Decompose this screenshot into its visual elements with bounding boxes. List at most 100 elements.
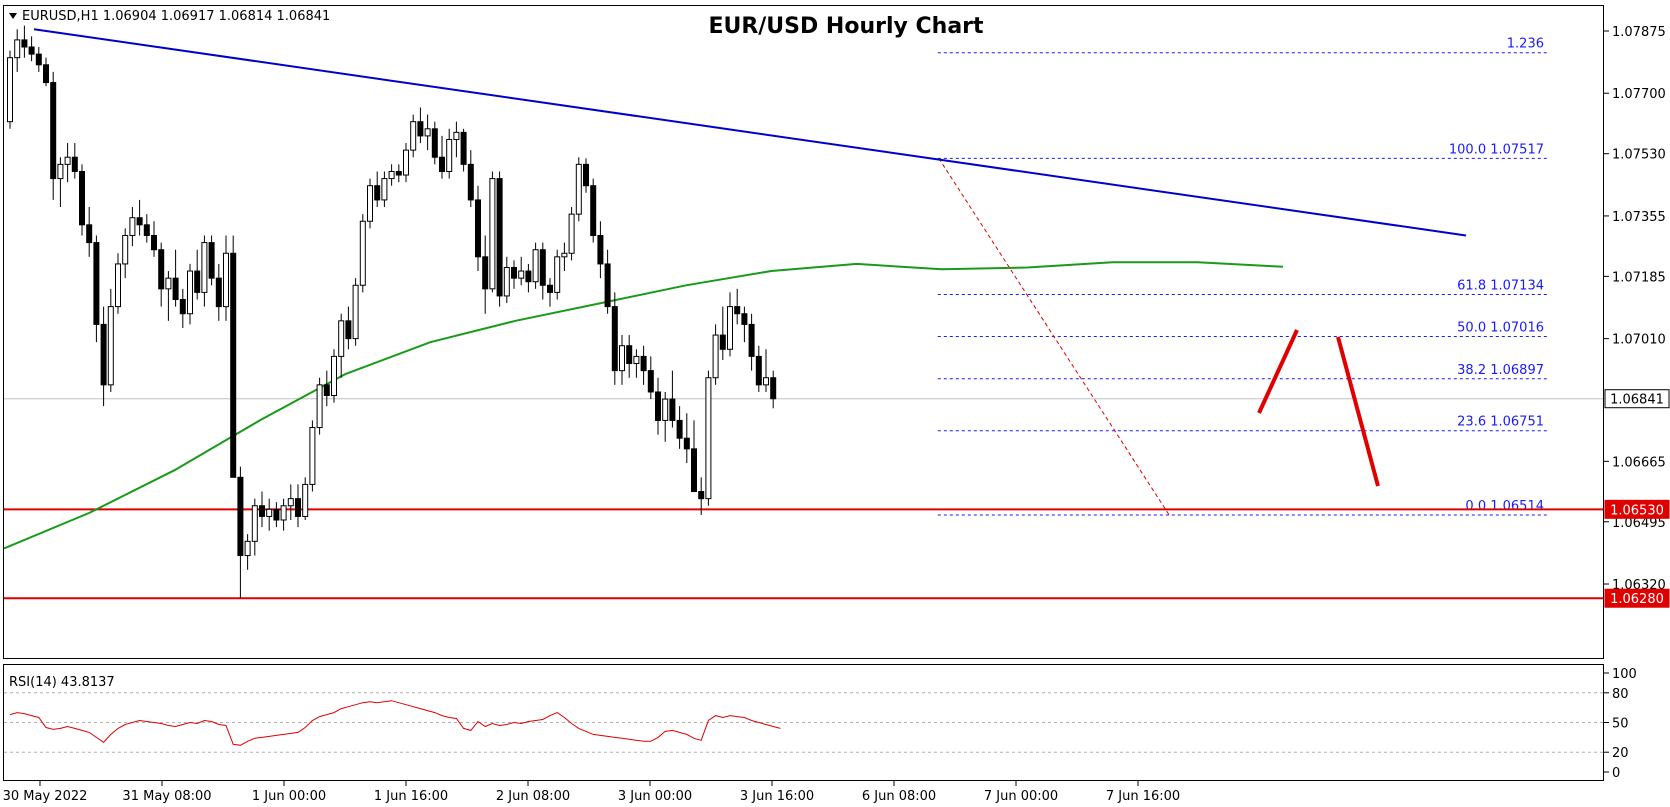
time-tick-label: 6 Jun 08:00 xyxy=(862,789,936,804)
candle-body xyxy=(604,263,611,308)
candle-body xyxy=(734,306,741,315)
candle-body xyxy=(727,306,733,350)
time-tick-label: 7 Jun 00:00 xyxy=(984,789,1058,804)
candle-body xyxy=(525,270,532,283)
fib-level-label: 61.8 1.07134 xyxy=(1457,279,1544,294)
candle-body xyxy=(323,384,330,397)
candle-body xyxy=(43,64,49,84)
current-price-tag-label: 1.06841 xyxy=(1610,393,1664,408)
time-axis: 30 May 2022 31 May 08:00 1 Jun 00:00 1 Jun … xyxy=(3,781,1180,804)
time-tick-label: 1 Jun 16:00 xyxy=(374,789,448,804)
candle-body xyxy=(431,128,438,158)
candle-body xyxy=(741,313,748,325)
candle-body xyxy=(28,46,35,55)
rsi-tick-label: 20 xyxy=(1612,746,1629,761)
price-tick-label: 1.07010 xyxy=(1612,333,1666,348)
projection-down-line xyxy=(1336,336,1380,487)
trendline-group xyxy=(33,28,1467,237)
candle-body xyxy=(345,320,352,340)
candle-body xyxy=(302,483,309,517)
candle-body xyxy=(208,242,215,279)
candle-body xyxy=(388,170,395,180)
candle-body xyxy=(352,284,359,340)
candle-body xyxy=(136,217,143,226)
candle-body xyxy=(273,508,280,521)
candle-body xyxy=(561,252,568,258)
support-tag-2-label: 1.06280 xyxy=(1610,592,1664,607)
candle-body xyxy=(71,156,78,172)
candle-body xyxy=(179,298,186,315)
fib-level-label: 0.0 1.06514 xyxy=(1465,499,1544,514)
price-tick-label: 1.07185 xyxy=(1612,270,1666,285)
candle-body xyxy=(187,270,193,315)
candle-body xyxy=(511,266,517,279)
candle-body xyxy=(640,355,647,372)
candle-body xyxy=(755,355,762,386)
chart-title: EUR/USD Hourly Chart xyxy=(708,14,984,39)
candle-body xyxy=(410,121,417,151)
candle-body xyxy=(439,156,445,172)
price-tick-label: 1.06495 xyxy=(1612,516,1666,531)
candle-body xyxy=(201,242,208,293)
time-tick-label: 3 Jun 16:00 xyxy=(740,789,814,804)
candle-body xyxy=(158,249,165,290)
symbol-dropdown-icon[interactable] xyxy=(9,13,17,19)
candle-body xyxy=(619,345,625,372)
candle-body xyxy=(712,334,719,379)
time-tick-label: 31 May 08:00 xyxy=(122,789,211,804)
candle-body xyxy=(316,384,323,429)
candle-body xyxy=(165,277,172,290)
symbol-info: EURUSD,H1 1.06904 1.06917 1.06814 1.0684… xyxy=(22,9,330,24)
fib-level-label: 23.6 1.06751 xyxy=(1457,415,1544,430)
candle-body xyxy=(395,170,402,176)
candle-body xyxy=(7,57,13,123)
candle-body xyxy=(194,270,201,293)
support-tag-1-label: 1.06530 xyxy=(1610,503,1664,518)
price-tick-label: 1.07875 xyxy=(1612,25,1666,40)
current-price-tag-bg xyxy=(1604,389,1670,409)
candle-body xyxy=(338,320,345,357)
rsi-panel-border xyxy=(3,664,1604,781)
projection-arrows xyxy=(1257,329,1380,487)
candle-body xyxy=(496,178,503,297)
candle-body xyxy=(669,398,676,421)
candle-body xyxy=(597,234,604,265)
candle-body xyxy=(100,323,107,386)
moving-average xyxy=(3,261,1284,550)
candle-body xyxy=(489,178,496,290)
candle-body xyxy=(331,355,337,397)
candle-body xyxy=(633,355,640,365)
price-tags: 1.06841 1.06530 1.06280 xyxy=(1604,389,1670,608)
fib-level-label: 38.2 1.06897 xyxy=(1457,363,1544,378)
price-tick-label: 1.07700 xyxy=(1612,87,1666,102)
time-tick-label: 3 Jun 00:00 xyxy=(618,789,692,804)
candle-body xyxy=(676,419,683,439)
price-tick-label: 1.07530 xyxy=(1612,148,1666,163)
support-tag-1-bg xyxy=(1604,499,1670,519)
candle-body xyxy=(482,256,489,290)
candle-body xyxy=(367,185,373,222)
candle-body xyxy=(381,178,388,201)
candle-body xyxy=(460,131,467,165)
candle-body xyxy=(280,505,287,521)
candle-body xyxy=(172,277,179,300)
moving-average-line xyxy=(3,261,1284,550)
candle-body xyxy=(719,334,726,350)
candle-body xyxy=(698,491,705,500)
candle-body xyxy=(611,306,618,372)
rsi-tick-label: 100 xyxy=(1612,667,1637,682)
candle-body xyxy=(683,437,690,450)
candle-body xyxy=(590,185,597,236)
candle-body xyxy=(705,377,712,500)
candle-body xyxy=(21,39,28,48)
candle-body xyxy=(583,163,589,187)
projection-up-line xyxy=(1257,329,1299,414)
rsi-tick-label: 80 xyxy=(1612,687,1629,702)
rsi-label: RSI(14) 43.8137 xyxy=(9,675,115,690)
main-panel-border xyxy=(3,5,1604,659)
candle-body xyxy=(244,540,251,557)
candle-body xyxy=(215,277,222,308)
candle-body xyxy=(417,121,424,137)
candle-body xyxy=(446,138,453,172)
